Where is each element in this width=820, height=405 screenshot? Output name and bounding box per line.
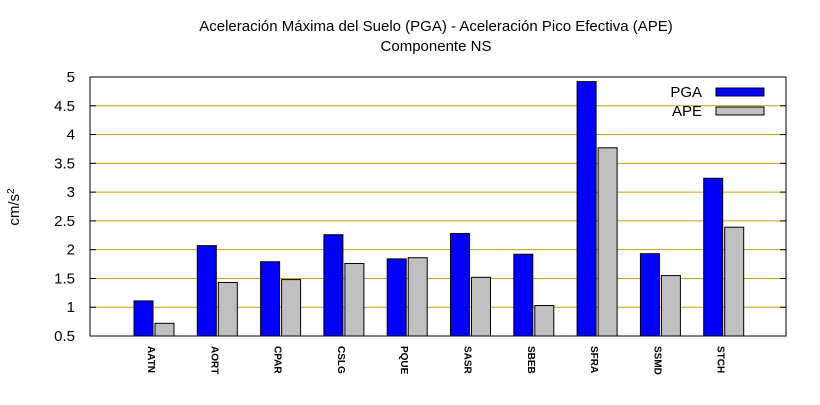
bar-pga-pque [386, 258, 407, 337]
y-axis-label-exponent: 2 [6, 188, 17, 194]
y-tick-label: 2 [67, 242, 75, 259]
y-tick-label: 1 [67, 299, 75, 316]
bar-ape-cpar [281, 279, 302, 337]
bar-ape-stch [724, 226, 745, 337]
bar-pga-aort [196, 245, 217, 337]
y-tick-label: 3.5 [54, 155, 75, 172]
legend-label-pga: PGA [670, 84, 702, 101]
x-category-label: AATN [145, 346, 156, 373]
bar-pga-aatn [133, 300, 154, 337]
x-category-label: AORT [208, 346, 219, 374]
y-tick-label: 5 [67, 69, 75, 86]
bars [133, 81, 745, 337]
bar-pga-cpar [260, 261, 281, 337]
chart-subtitle: Componente NS [381, 38, 492, 55]
x-category-label: PQUE [398, 346, 409, 375]
bar-ape-ssmd [660, 275, 681, 337]
y-axis-label: cm/s2 [6, 188, 24, 226]
bar-ape-pque [407, 257, 428, 337]
x-category-label: CSLG [335, 346, 346, 374]
legend-swatch-pga [715, 87, 765, 97]
y-tick-label: 3 [67, 184, 75, 201]
bar-ape-sbeb [534, 304, 555, 337]
y-tick-label: 1.5 [54, 270, 75, 287]
bar-ape-sfra [597, 147, 618, 337]
plot-frame [89, 76, 787, 337]
x-category-label: SFRA [588, 346, 599, 373]
x-category-label: SBEB [525, 346, 536, 374]
y-axis-label-unit: cm/s [6, 194, 23, 226]
y-tick-label: 0.5 [54, 328, 75, 345]
x-axis-categories: AATN AORT CPAR CSLG PQUE SASR SBEB SFRA SSMD STCH [145, 346, 726, 375]
x-category-label: SASR [462, 346, 473, 375]
y-tick-label: 4.5 [54, 98, 75, 115]
x-category-label: SSMD [651, 346, 662, 375]
bar-ape-sasr [471, 276, 491, 337]
y-axis-ticks: 0.5 1 1.5 2 2.5 3 3.5 4 4.5 5 [54, 69, 786, 345]
x-category-label: CPAR [272, 346, 283, 374]
legend-label-ape: APE [672, 103, 702, 120]
legend-swatch-ape [715, 106, 765, 116]
bar-pga-ssmd [639, 253, 660, 337]
legend: PGA APE [670, 84, 765, 120]
grid-lines [90, 105, 786, 308]
bar-pga-sbeb [513, 253, 534, 337]
bar-pga-stch [703, 177, 724, 337]
chart-title: Aceleración Máxima del Suelo (PGA) - Ace… [199, 18, 673, 35]
bar-pga-sfra [576, 81, 597, 337]
x-category-label: STCH [715, 346, 726, 373]
bar-ape-cslg [344, 262, 365, 337]
bar-pga-cslg [323, 234, 344, 337]
y-tick-label: 2.5 [54, 213, 75, 230]
y-tick-label: 4 [67, 127, 75, 144]
bar-ape-aort [217, 281, 238, 337]
bar-ape-aatn [154, 322, 175, 337]
bar-pga-sasr [450, 233, 470, 337]
